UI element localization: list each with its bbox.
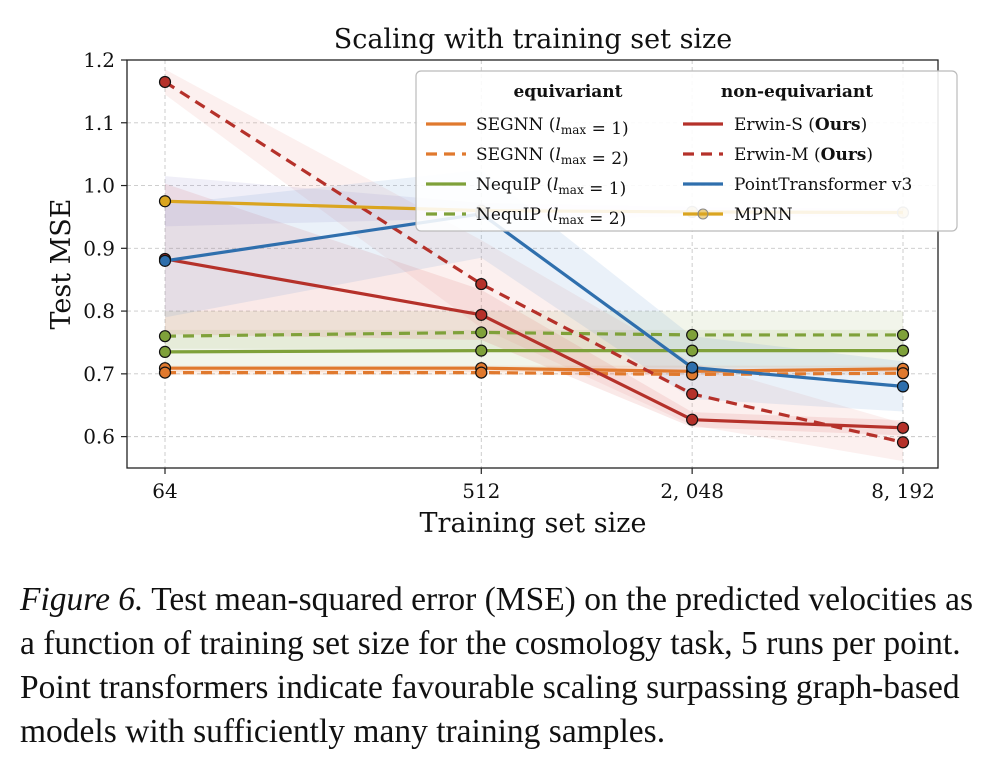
x-tick-label: 512 xyxy=(462,479,500,503)
x-tick-label: 8, 192 xyxy=(871,479,935,503)
data-point-nequip1 xyxy=(475,344,488,357)
y-tick-label: 1.1 xyxy=(83,111,115,135)
legend-group-non-equivariant: non-equivariant xyxy=(721,82,873,102)
line-chart: Scaling with training set size 0.6 0.7 0.8… xyxy=(46,24,958,539)
y-axis-label: Test MSE xyxy=(46,198,77,329)
data-point-mpnn xyxy=(158,195,172,208)
series-markers xyxy=(158,75,910,449)
figure: Scaling with training set size 0.6 0.7 0.8… xyxy=(46,24,958,539)
data-point-ptv3 xyxy=(896,380,910,393)
x-axis-ticks: 64 512 2, 048 8, 192 xyxy=(152,468,935,503)
data-point-erwinm xyxy=(896,436,910,449)
data-point-nequip2 xyxy=(896,328,910,342)
data-point-erwins xyxy=(475,308,488,321)
data-point-nequip1 xyxy=(896,344,910,357)
legend-box xyxy=(415,70,958,232)
legend-label-segnn1: SEGNN (lmax = 1) xyxy=(476,115,629,139)
x-axis-label: Training set size xyxy=(420,508,647,539)
chart-title: Scaling with training set size xyxy=(334,24,733,55)
data-point-segnn2 xyxy=(475,366,488,379)
data-point-erwins xyxy=(896,421,910,434)
x-tick-label: 64 xyxy=(152,479,177,503)
x-tick-label: 2, 048 xyxy=(660,479,724,503)
data-point-erwinm xyxy=(686,387,699,401)
legend-label-ptv3: PointTransformer v3 xyxy=(734,175,912,195)
y-tick-label: 0.7 xyxy=(83,362,115,386)
y-tick-label: 1.2 xyxy=(83,48,115,72)
data-point-erwins xyxy=(686,413,699,426)
y-tick-label: 0.6 xyxy=(83,425,115,449)
data-point-nequip1 xyxy=(158,345,172,358)
series-line-segnn1 xyxy=(165,366,904,373)
series-line-segnn2 xyxy=(165,370,904,377)
legend-label-erwins: Erwin-S (Ours) xyxy=(734,115,867,135)
legend-label-mpnn: MPNN xyxy=(734,205,793,225)
legend-group-equivariant: equivariant xyxy=(513,82,622,102)
y-axis-ticks: 0.6 0.7 0.8 0.9 1.0 1.1 1.2 xyxy=(83,48,127,449)
data-point-nequip2 xyxy=(158,330,172,343)
legend-label-nequip1: NequIP (lmax = 1) xyxy=(476,175,626,199)
band-nequip1 xyxy=(165,329,903,368)
series-line-erwinm xyxy=(164,80,904,444)
series-line-erwins xyxy=(164,257,904,430)
caption-label: Figure 6. xyxy=(20,581,144,618)
series-line-nequip2 xyxy=(164,330,903,338)
data-point-nequip2 xyxy=(686,328,699,342)
data-point-segnn2 xyxy=(158,366,172,379)
caption-text: Test mean-squared error (MSE) on the pre… xyxy=(20,581,974,750)
band-erwinm xyxy=(165,69,903,462)
series-line-nequip1 xyxy=(164,349,903,354)
band-erwins xyxy=(165,183,903,436)
data-point-nequip2 xyxy=(475,326,488,339)
legend-marker-mpnn xyxy=(697,208,709,220)
y-tick-label: 1.0 xyxy=(83,174,115,198)
legend-label-nequip2: NequIP (lmax = 2) xyxy=(476,205,626,229)
data-point-segnn2 xyxy=(896,367,910,380)
y-tick-label: 0.8 xyxy=(83,299,115,323)
legend-entries: SEGNN (lmax = 1) SEGNN (lmax = 2) NequIP (… xyxy=(426,115,912,229)
series-line-ptv3 xyxy=(164,212,904,388)
figure-caption: Figure 6. Test mean-squared error (MSE) … xyxy=(20,578,985,754)
legend-label-segnn2: SEGNN (lmax = 2) xyxy=(476,145,629,169)
data-point-erwinm xyxy=(475,277,488,291)
data-point-ptv3 xyxy=(686,361,699,374)
plot-frame xyxy=(126,59,939,469)
data-point-erwinm xyxy=(158,75,172,89)
y-tick-label: 0.9 xyxy=(83,236,115,260)
legend-label-erwinm: Erwin-M (Ours) xyxy=(734,145,873,165)
data-point-ptv3 xyxy=(158,254,172,267)
band-nequip2 xyxy=(165,311,903,349)
legend: equivariant non-equivariant SEGNN (lmax … xyxy=(415,70,958,232)
data-point-nequip1 xyxy=(686,344,699,357)
